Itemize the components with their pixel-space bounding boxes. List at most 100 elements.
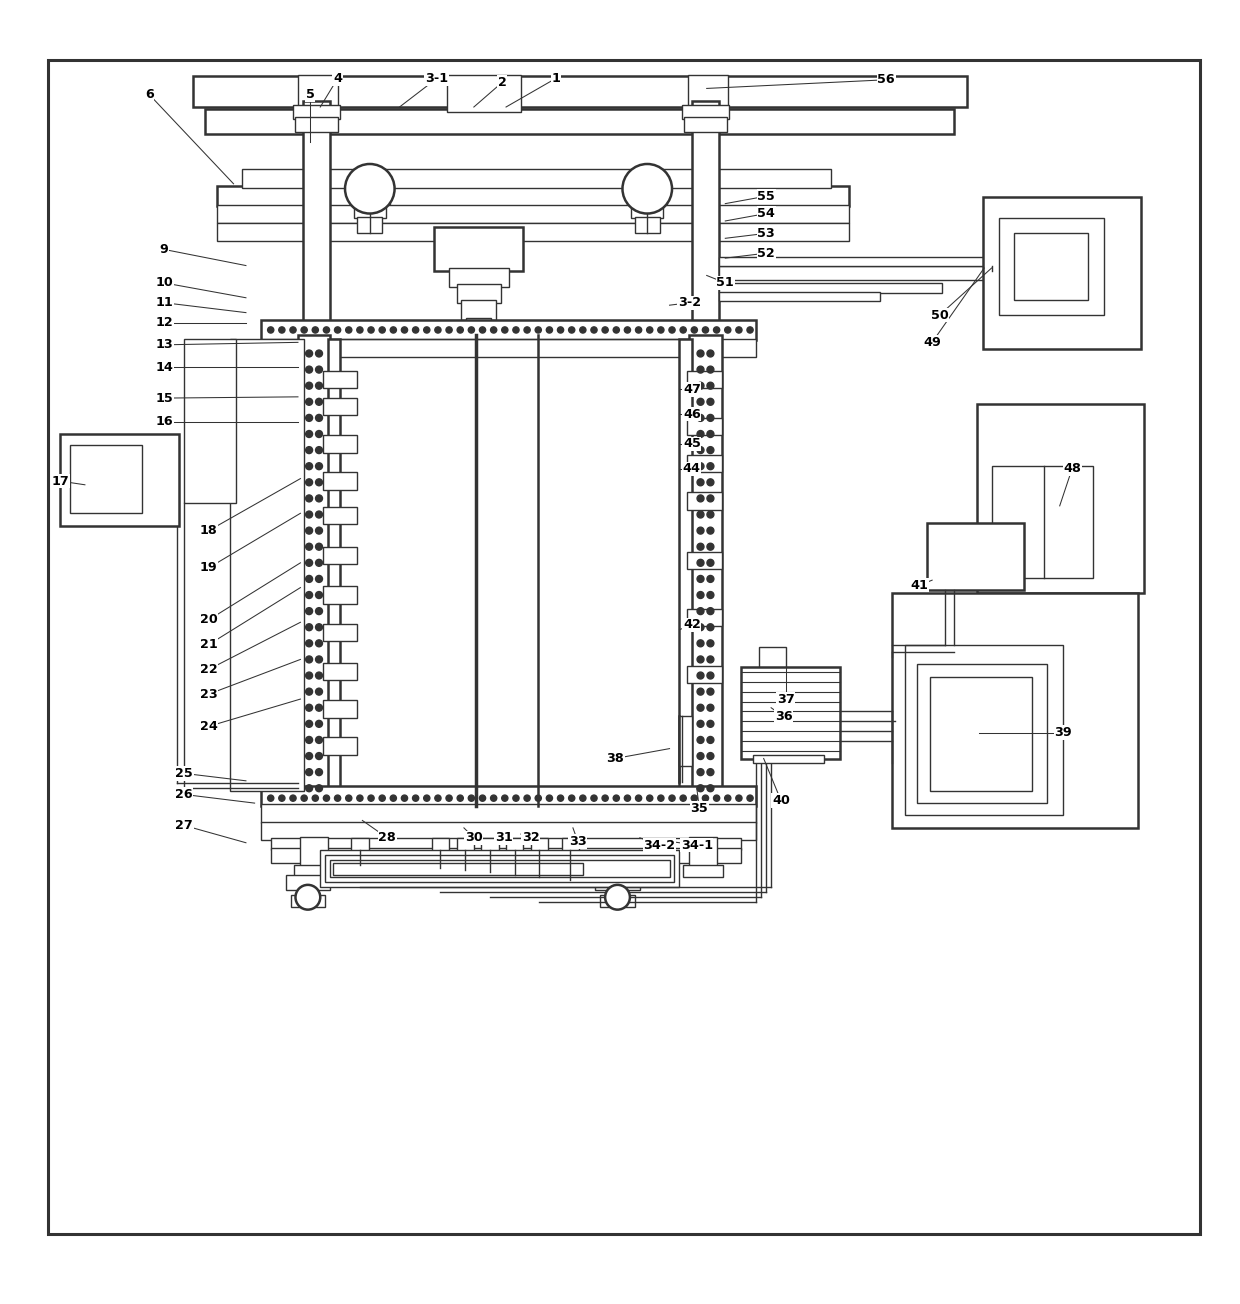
Text: 9: 9 xyxy=(160,243,169,256)
Text: 15: 15 xyxy=(155,391,174,404)
Bar xyxy=(456,837,474,853)
Circle shape xyxy=(591,795,598,801)
Bar xyxy=(631,202,663,219)
Bar xyxy=(327,339,340,790)
Text: 41: 41 xyxy=(911,579,929,592)
Circle shape xyxy=(305,479,312,486)
Circle shape xyxy=(735,327,742,333)
Text: 21: 21 xyxy=(200,638,218,651)
Text: 33: 33 xyxy=(569,835,587,848)
Bar xyxy=(680,339,692,790)
Bar xyxy=(322,738,357,755)
Text: 26: 26 xyxy=(175,788,193,801)
Text: 51: 51 xyxy=(717,276,734,289)
Circle shape xyxy=(697,592,704,599)
Circle shape xyxy=(605,885,630,910)
Circle shape xyxy=(569,327,575,333)
Circle shape xyxy=(697,398,704,406)
Bar xyxy=(285,875,330,889)
Bar xyxy=(290,895,325,908)
Circle shape xyxy=(635,795,641,801)
Circle shape xyxy=(305,430,312,437)
Circle shape xyxy=(702,327,708,333)
Bar xyxy=(330,861,670,878)
Bar xyxy=(759,647,786,672)
Bar xyxy=(350,189,389,203)
Circle shape xyxy=(707,785,714,792)
Circle shape xyxy=(614,795,620,801)
Circle shape xyxy=(707,479,714,486)
Text: 13: 13 xyxy=(155,338,174,351)
Bar xyxy=(446,74,521,112)
Circle shape xyxy=(697,496,704,502)
Circle shape xyxy=(668,327,675,333)
Circle shape xyxy=(315,366,322,373)
Bar xyxy=(719,283,942,293)
Circle shape xyxy=(697,689,704,695)
Text: 16: 16 xyxy=(155,415,174,428)
Circle shape xyxy=(315,575,322,583)
Circle shape xyxy=(305,398,312,406)
Circle shape xyxy=(707,544,714,550)
Bar xyxy=(351,837,368,853)
Circle shape xyxy=(315,527,322,535)
Circle shape xyxy=(315,689,322,695)
Bar xyxy=(905,644,1064,815)
Circle shape xyxy=(746,795,753,801)
Circle shape xyxy=(697,672,704,679)
Circle shape xyxy=(315,511,322,518)
Bar xyxy=(322,436,357,452)
Circle shape xyxy=(697,463,704,469)
Text: 54: 54 xyxy=(758,207,775,220)
Bar xyxy=(684,117,727,132)
Circle shape xyxy=(697,656,704,662)
Circle shape xyxy=(391,795,397,801)
Text: 50: 50 xyxy=(931,309,949,322)
Circle shape xyxy=(707,689,714,695)
Circle shape xyxy=(668,795,675,801)
Circle shape xyxy=(707,349,714,357)
Circle shape xyxy=(402,795,408,801)
Text: 5: 5 xyxy=(306,89,315,102)
Circle shape xyxy=(707,575,714,583)
Circle shape xyxy=(536,327,542,333)
Bar xyxy=(928,523,1024,591)
Circle shape xyxy=(603,795,609,801)
Bar xyxy=(562,837,579,853)
Circle shape xyxy=(707,592,714,599)
Circle shape xyxy=(707,496,714,502)
Circle shape xyxy=(315,672,322,679)
Text: 3-2: 3-2 xyxy=(678,296,701,309)
Text: 17: 17 xyxy=(51,475,69,488)
Bar xyxy=(635,218,660,233)
Circle shape xyxy=(305,349,312,357)
Circle shape xyxy=(697,623,704,631)
Circle shape xyxy=(315,382,322,389)
Circle shape xyxy=(713,327,719,333)
Bar xyxy=(627,189,667,203)
Circle shape xyxy=(315,656,322,662)
Bar xyxy=(983,197,1142,348)
Bar xyxy=(531,837,548,853)
Circle shape xyxy=(305,496,312,502)
Circle shape xyxy=(435,795,441,801)
Circle shape xyxy=(724,327,730,333)
Bar xyxy=(432,837,449,853)
Circle shape xyxy=(697,415,704,421)
Text: 10: 10 xyxy=(155,276,174,289)
Circle shape xyxy=(724,795,730,801)
Circle shape xyxy=(469,327,475,333)
Circle shape xyxy=(697,640,704,647)
Bar xyxy=(992,467,1094,578)
Circle shape xyxy=(335,795,341,801)
Text: 14: 14 xyxy=(155,361,174,374)
Text: 44: 44 xyxy=(683,462,701,475)
Bar xyxy=(918,664,1048,803)
Bar xyxy=(322,370,357,389)
Circle shape xyxy=(315,720,322,728)
Bar xyxy=(322,664,357,681)
Circle shape xyxy=(697,720,704,728)
Circle shape xyxy=(305,737,312,743)
Circle shape xyxy=(458,795,464,801)
Circle shape xyxy=(624,795,630,801)
